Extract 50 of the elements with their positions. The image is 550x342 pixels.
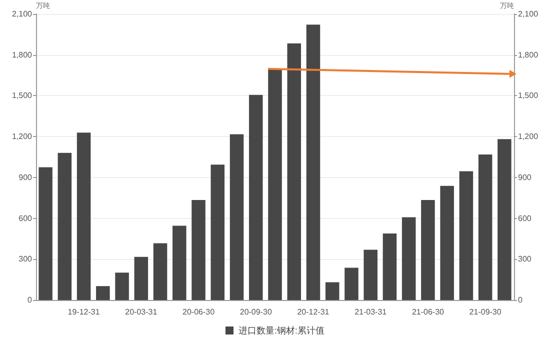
x-tick-label: 21-09-30 [469, 308, 502, 316]
bar [192, 200, 206, 300]
x-tick-label: 19-12-31 [68, 308, 100, 316]
bar [38, 167, 52, 300]
legend-label: 进口数量:钢材:累计值 [238, 326, 325, 336]
bar [210, 164, 225, 300]
y2-tick-label: 900 [518, 172, 532, 182]
x-tick-label: 20-12-31 [297, 308, 330, 316]
bar [459, 171, 474, 300]
x-tick-label: 20-03-31 [125, 308, 158, 316]
bar [58, 152, 72, 300]
y-tick-label: 600 [18, 214, 33, 223]
y-tick-label: 0 [28, 296, 33, 304]
x-tick-label: 20-09-30 [240, 308, 272, 316]
bar [172, 226, 186, 300]
bar [364, 250, 378, 300]
bar [344, 268, 358, 300]
y-tick-label: 1,500 [12, 91, 33, 100]
y-tick-label: 300 [18, 254, 33, 264]
bar [306, 24, 320, 300]
bar [76, 132, 91, 300]
bar [498, 139, 512, 300]
bar [325, 282, 340, 300]
bar [382, 234, 397, 300]
bar [440, 186, 454, 300]
y2-tick-label: 1,200 [518, 132, 539, 142]
y-tick-label: 1,200 [12, 132, 33, 142]
bar [153, 243, 168, 300]
bar [421, 200, 435, 300]
y2-tick-label: 2,100 [518, 10, 539, 18]
bar [230, 134, 244, 300]
y2-tick-label: 300 [518, 254, 532, 264]
y2-tick-label: 1,800 [518, 50, 539, 60]
bar [402, 217, 416, 300]
bar [248, 94, 263, 300]
bar [134, 256, 148, 300]
x-tick-label: 20-06-30 [182, 308, 216, 316]
bar [287, 43, 302, 300]
y-tick-label: 900 [18, 172, 33, 182]
y2-tick-label: 600 [518, 214, 532, 223]
x-tick-label: 21-06-30 [412, 308, 445, 316]
bar [115, 272, 129, 300]
y-tick-label: 1,800 [12, 50, 33, 60]
bar [268, 68, 282, 300]
y-tick-label: 2,100 [12, 10, 33, 18]
y2-tick-label: 0 [518, 296, 523, 304]
y2-tick-label: 1,500 [518, 91, 539, 100]
bar [96, 286, 110, 300]
x-tick-label: 21-03-31 [354, 308, 388, 316]
bar [478, 154, 492, 300]
